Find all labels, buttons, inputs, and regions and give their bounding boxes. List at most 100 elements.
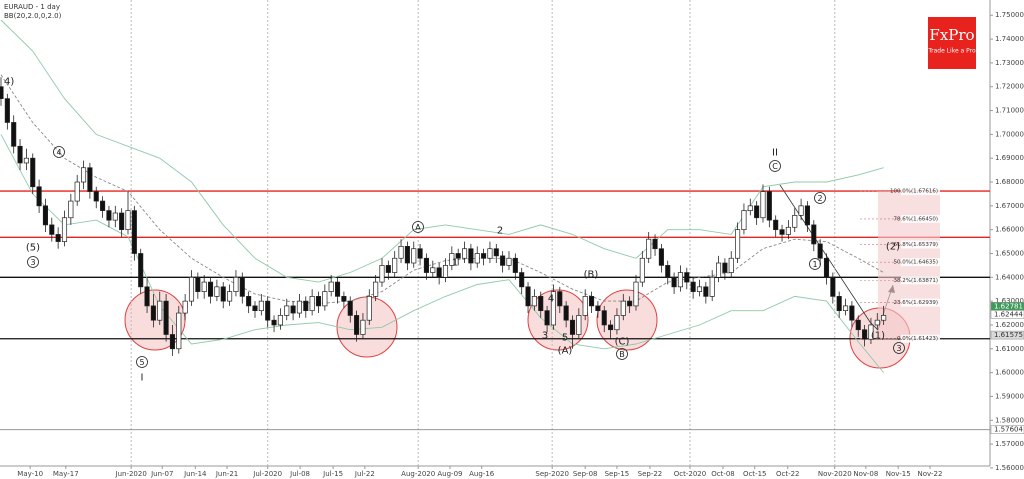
x-tick-label: Sep-15	[605, 470, 630, 478]
fib-label-box	[901, 258, 940, 267]
candle-body	[442, 265, 449, 278]
y-tick-label: 1.69000	[995, 154, 1024, 162]
candle-body	[93, 191, 99, 202]
logo-tagline: Trade Like a Pro	[927, 48, 976, 55]
candle-body	[239, 276, 245, 297]
annotation-circle	[412, 221, 424, 233]
candle-body	[341, 296, 347, 302]
candle-body	[519, 272, 525, 288]
candle-body	[690, 281, 696, 292]
candle-body	[468, 248, 474, 264]
candle-body	[544, 310, 550, 326]
annotation: 2	[817, 194, 822, 203]
candle-body	[715, 262, 722, 278]
annotation: 5	[562, 333, 568, 344]
annotation-circle	[616, 348, 628, 360]
price-label-box	[990, 310, 1024, 319]
candle-body	[100, 200, 106, 211]
candle-body	[557, 291, 563, 307]
price-label-box	[990, 425, 1024, 434]
annotation: (C)	[615, 337, 630, 348]
annotation-circle	[769, 160, 781, 172]
annotation: (1)	[871, 331, 885, 342]
x-tick-label: Aug-2020	[401, 470, 435, 478]
candle-body	[849, 305, 855, 321]
fib-label-box	[901, 187, 940, 196]
annotation-circle	[814, 192, 826, 204]
x-tick-label: Jul-08	[289, 470, 310, 478]
candle-body	[639, 257, 645, 283]
price-label: 1.62444	[994, 310, 1023, 318]
candle-body	[830, 276, 836, 297]
fib-label: 78.6%(1.66450)	[893, 216, 938, 222]
annotation: (B)	[584, 270, 599, 281]
fib-label: 61.8%(1.65379)	[893, 242, 938, 248]
annotation: 1	[812, 260, 817, 269]
candle-body	[309, 296, 315, 312]
y-tick-label: 1.74000	[995, 35, 1024, 43]
x-tick-label: Oct-22	[776, 470, 800, 478]
fib-label: 38.2%(1.63871)	[893, 278, 938, 284]
candle-body	[296, 300, 302, 314]
annotation: 4	[548, 294, 554, 305]
candle-body	[131, 210, 137, 254]
chart-subtitle: BB(20,2.0,0,2.0)	[4, 12, 62, 20]
candle-body	[633, 281, 639, 307]
x-tick-label: Jun-2020	[115, 470, 147, 478]
candle-body	[620, 300, 626, 316]
candle-body	[315, 296, 322, 307]
fib-label-box	[901, 298, 940, 307]
candle-body	[785, 226, 791, 235]
annotation: 5	[139, 358, 144, 367]
candle-body	[23, 157, 29, 164]
candle-body	[766, 191, 772, 221]
candle-body	[195, 276, 201, 292]
price-label-box	[990, 330, 1024, 340]
candle-body	[747, 205, 753, 211]
y-tick-label: 1.64000	[995, 273, 1024, 281]
candle-body	[373, 281, 379, 297]
candle-body	[366, 296, 372, 321]
candle-body	[404, 245, 410, 264]
annotation: 2	[497, 226, 503, 237]
candle-body	[550, 291, 556, 326]
candle-body	[201, 281, 207, 292]
candle-body	[411, 248, 417, 264]
candle-body	[665, 265, 671, 278]
price-label: 1.62781	[994, 302, 1023, 310]
candle-body	[188, 276, 195, 302]
x-tick-label: Aug-09	[437, 470, 462, 478]
candle-body	[417, 248, 423, 259]
candle-body	[506, 257, 512, 266]
candle-body	[735, 229, 741, 259]
x-tick-label: Nov-08	[853, 470, 878, 478]
candle-body	[246, 296, 252, 307]
x-tick-label: Nov-22	[918, 470, 943, 478]
y-tick-label: 1.72000	[995, 83, 1024, 91]
candle-body	[360, 319, 366, 335]
candle-body	[582, 296, 588, 316]
candle-body	[696, 286, 703, 292]
candle-body	[760, 191, 766, 219]
chart-title: EURAUD - 1 day	[4, 3, 60, 11]
candle-body	[163, 300, 169, 335]
logo-box	[928, 17, 976, 69]
candle-body	[68, 200, 74, 219]
price-label: 1.61575	[994, 331, 1023, 339]
candle-body	[576, 315, 582, 335]
y-tick-label: 1.60000	[995, 369, 1024, 377]
x-tick-label: Aug-16	[469, 470, 495, 478]
highlight-circle	[596, 289, 658, 351]
annotation: II	[772, 148, 778, 159]
annotation-circle	[893, 342, 905, 354]
candle-body	[430, 267, 436, 273]
candle-body	[703, 286, 709, 297]
candle-body	[182, 300, 188, 314]
annotation: 1	[452, 258, 458, 269]
candle-body	[658, 248, 664, 266]
candle-body	[798, 205, 804, 216]
fib-label-box	[901, 276, 940, 285]
y-tick-label: 1.57000	[995, 440, 1024, 448]
